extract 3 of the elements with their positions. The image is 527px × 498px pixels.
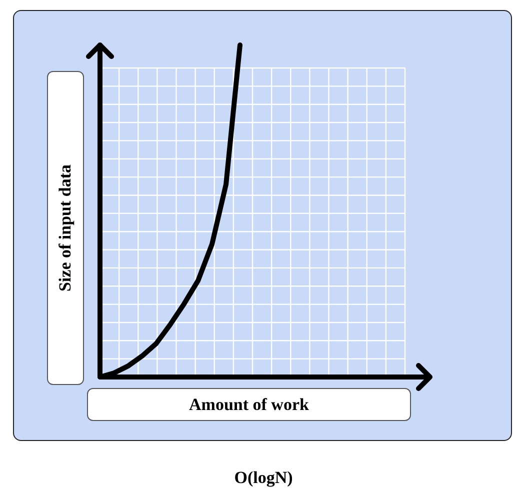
text: O(logN) xyxy=(233,468,294,488)
y-axis-title: Size of input data xyxy=(56,164,76,292)
x-axis-title: Amount of work xyxy=(87,388,411,421)
